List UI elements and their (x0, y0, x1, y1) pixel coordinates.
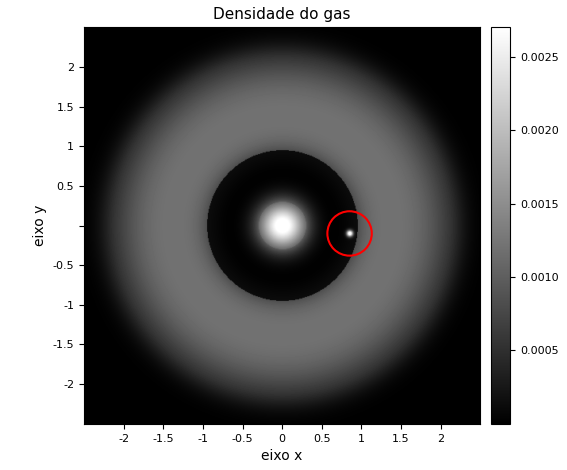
Title: Densidade do gas: Densidade do gas (213, 7, 351, 22)
Y-axis label: eixo y: eixo y (33, 205, 47, 246)
X-axis label: eixo x: eixo x (261, 449, 303, 463)
